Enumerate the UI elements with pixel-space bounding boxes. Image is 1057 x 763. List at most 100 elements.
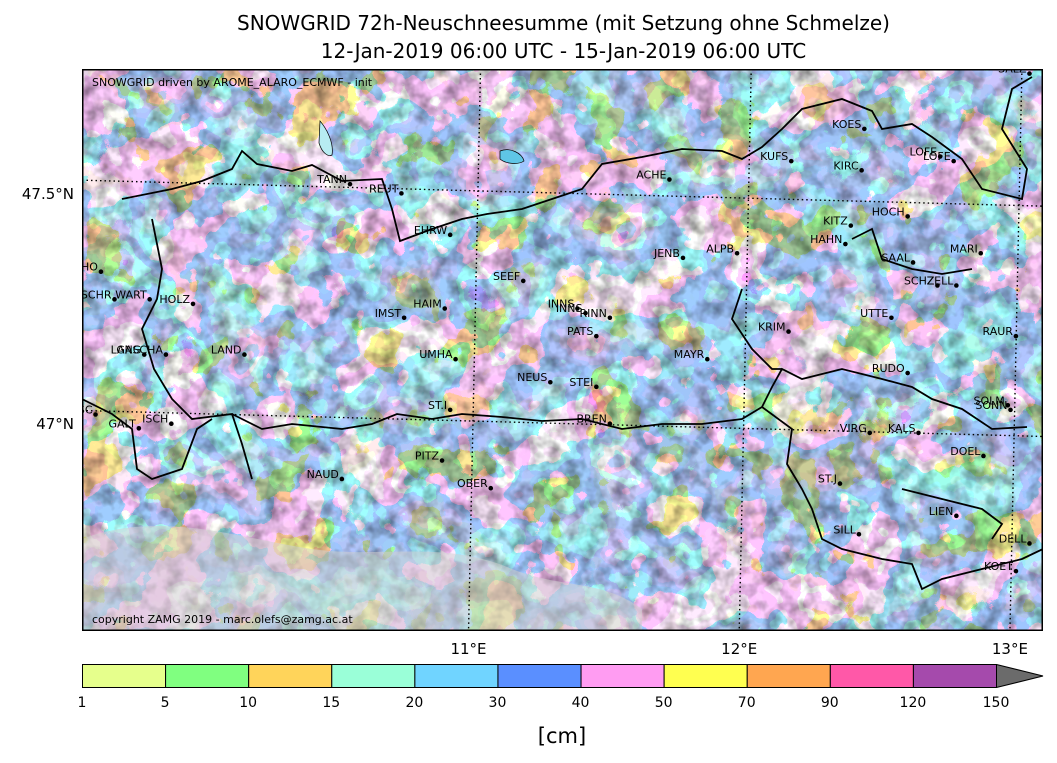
station-marker	[1027, 71, 1032, 76]
station-label: JENB	[653, 247, 680, 260]
station-label: LOFE	[923, 150, 951, 163]
meridian-line	[738, 69, 752, 631]
colorbar-tick-label: 20	[405, 695, 424, 711]
station-label: ZELL	[927, 275, 955, 288]
colorbar-unit: [cm]	[537, 724, 587, 748]
station-marker	[488, 485, 494, 491]
station-marker	[242, 352, 247, 357]
station-marker	[169, 421, 174, 427]
station-marker	[607, 421, 613, 427]
station-label: STEI	[569, 376, 593, 389]
station-marker	[594, 384, 599, 390]
station-label: KALS	[888, 422, 916, 435]
grid-lines	[82, 69, 1043, 631]
colorbar-tick-label: 5	[160, 695, 170, 711]
station-marker	[905, 214, 910, 219]
meridian-line	[1009, 69, 1023, 631]
station-label: SCHZ	[904, 275, 935, 288]
station-label: SOLM	[974, 394, 1005, 407]
station-label: BREN	[576, 413, 606, 426]
station-label: MARI	[950, 242, 978, 255]
station-label: VIRG	[840, 422, 867, 435]
station-marker	[98, 269, 104, 274]
station-marker	[786, 329, 791, 334]
station-label: ISCH	[142, 413, 168, 426]
lake-chiemsee	[499, 149, 525, 164]
colorbar-segment	[165, 664, 250, 688]
colorbar-segment	[580, 664, 665, 688]
parallel-line	[82, 409, 1043, 438]
station-marker	[862, 126, 867, 132]
colorbar-segment	[746, 664, 831, 688]
station-label: KUFS	[760, 150, 788, 163]
station-label: RAUR	[983, 325, 1014, 338]
station-marker	[889, 315, 894, 321]
station-label: DOEL	[950, 445, 981, 458]
station-marker	[867, 430, 873, 436]
station-marker	[447, 232, 453, 238]
station-marker	[548, 379, 553, 385]
colorbar-tick-label: 150	[982, 695, 1010, 711]
station-marker	[447, 407, 453, 413]
south-lowland	[82, 526, 642, 631]
colorbar-segment	[663, 664, 748, 688]
station-marker	[93, 412, 98, 417]
colorbar-segment	[497, 664, 582, 688]
station-label: SEEF	[493, 270, 520, 283]
station-marker	[575, 306, 580, 311]
model-note: SNOWGRID driven by AROME_ALARO_ECMWF - i…	[92, 76, 373, 89]
station-marker	[1013, 568, 1019, 574]
colorbar-tick-label: 90	[820, 695, 839, 711]
station-label: WART	[115, 288, 147, 301]
station-marker	[788, 158, 794, 164]
colorbar-segment	[829, 664, 914, 688]
colorbar-tick-label: 30	[488, 695, 507, 711]
station-label: INNS	[556, 302, 583, 315]
station-label: SCHR	[82, 288, 112, 301]
station-label: HOCH	[872, 205, 905, 218]
station-marker	[981, 453, 986, 459]
station-marker	[954, 513, 959, 519]
station-label: LANG	[111, 344, 142, 357]
station-marker	[583, 310, 588, 316]
station-marker	[951, 158, 956, 164]
station-marker	[837, 481, 843, 486]
station-marker	[1005, 402, 1011, 408]
station-label: ALPB	[706, 242, 734, 255]
station-label: GALT	[108, 417, 136, 430]
station-label: OBER	[457, 477, 488, 490]
station-marker	[163, 352, 169, 357]
station-label: PATS	[567, 325, 593, 338]
station-marker	[937, 154, 943, 159]
station-marker	[667, 177, 672, 182]
colorbar-tick-label: 50	[654, 695, 673, 711]
station-marker	[147, 297, 152, 302]
station-marker	[401, 315, 407, 321]
station-label: ST.I	[428, 399, 447, 412]
map-frame	[82, 69, 1043, 631]
station-marker	[442, 306, 448, 311]
station-label: RINN	[580, 307, 607, 320]
station-label: KIRC	[833, 159, 859, 172]
station-marker	[910, 260, 916, 265]
station-label: LIEN	[929, 505, 954, 518]
station-marker	[954, 283, 959, 288]
station-marker	[680, 255, 686, 261]
colorbar-tick-label: 120	[899, 695, 927, 711]
parallel-line	[82, 179, 1043, 207]
station-label: LAND	[211, 344, 242, 357]
station-label: DELL	[999, 532, 1028, 545]
station-label: NAUD	[307, 468, 339, 481]
copyright-note: copyright ZAMG 2019 - marc.olefs@zamg.ac…	[92, 613, 353, 626]
station-marker	[190, 301, 196, 307]
map-subtitle: 12-Jan-2019 06:00 UTC - 15-Jan-2019 06:0…	[320, 39, 807, 63]
station-marker	[734, 250, 740, 256]
station-label: KITZ	[823, 215, 848, 228]
station-marker	[141, 352, 147, 357]
colorbar-segment	[82, 664, 167, 688]
station-label: ST.J	[818, 473, 837, 486]
station-marker	[339, 476, 345, 482]
map-title: SNOWGRID 72h-Neuschneesumme (mit Setzung…	[237, 11, 890, 35]
colorbar-segment	[331, 664, 416, 688]
